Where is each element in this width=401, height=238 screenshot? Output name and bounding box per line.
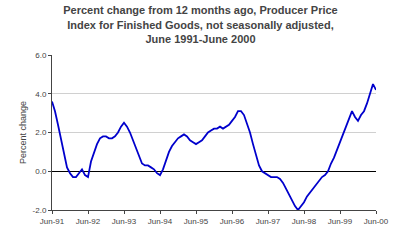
- svg-text:Jun-97: Jun-97: [256, 217, 281, 226]
- svg-text:Jun-96: Jun-96: [220, 217, 245, 226]
- svg-text:Percent change from 12 months: Percent change from 12 months ago, Produ…: [63, 4, 337, 45]
- svg-text:6.0: 6.0: [35, 51, 47, 60]
- svg-text:4.0: 4.0: [35, 90, 47, 99]
- svg-text:Percent change: Percent change: [18, 101, 28, 164]
- svg-text:0.0: 0.0: [35, 167, 47, 176]
- svg-text:Jun-93: Jun-93: [112, 217, 137, 226]
- svg-text:Jun-91: Jun-91: [40, 217, 65, 226]
- svg-text:Jun-92: Jun-92: [76, 217, 101, 226]
- svg-text:Jun-00: Jun-00: [364, 217, 389, 226]
- svg-text:Jun-98: Jun-98: [292, 217, 317, 226]
- svg-text:Jun-99: Jun-99: [328, 217, 353, 226]
- svg-text:Jun-95: Jun-95: [184, 217, 209, 226]
- svg-text:-2.0: -2.0: [33, 206, 47, 215]
- svg-text:2.0: 2.0: [35, 128, 47, 137]
- svg-text:Jun-94: Jun-94: [148, 217, 173, 226]
